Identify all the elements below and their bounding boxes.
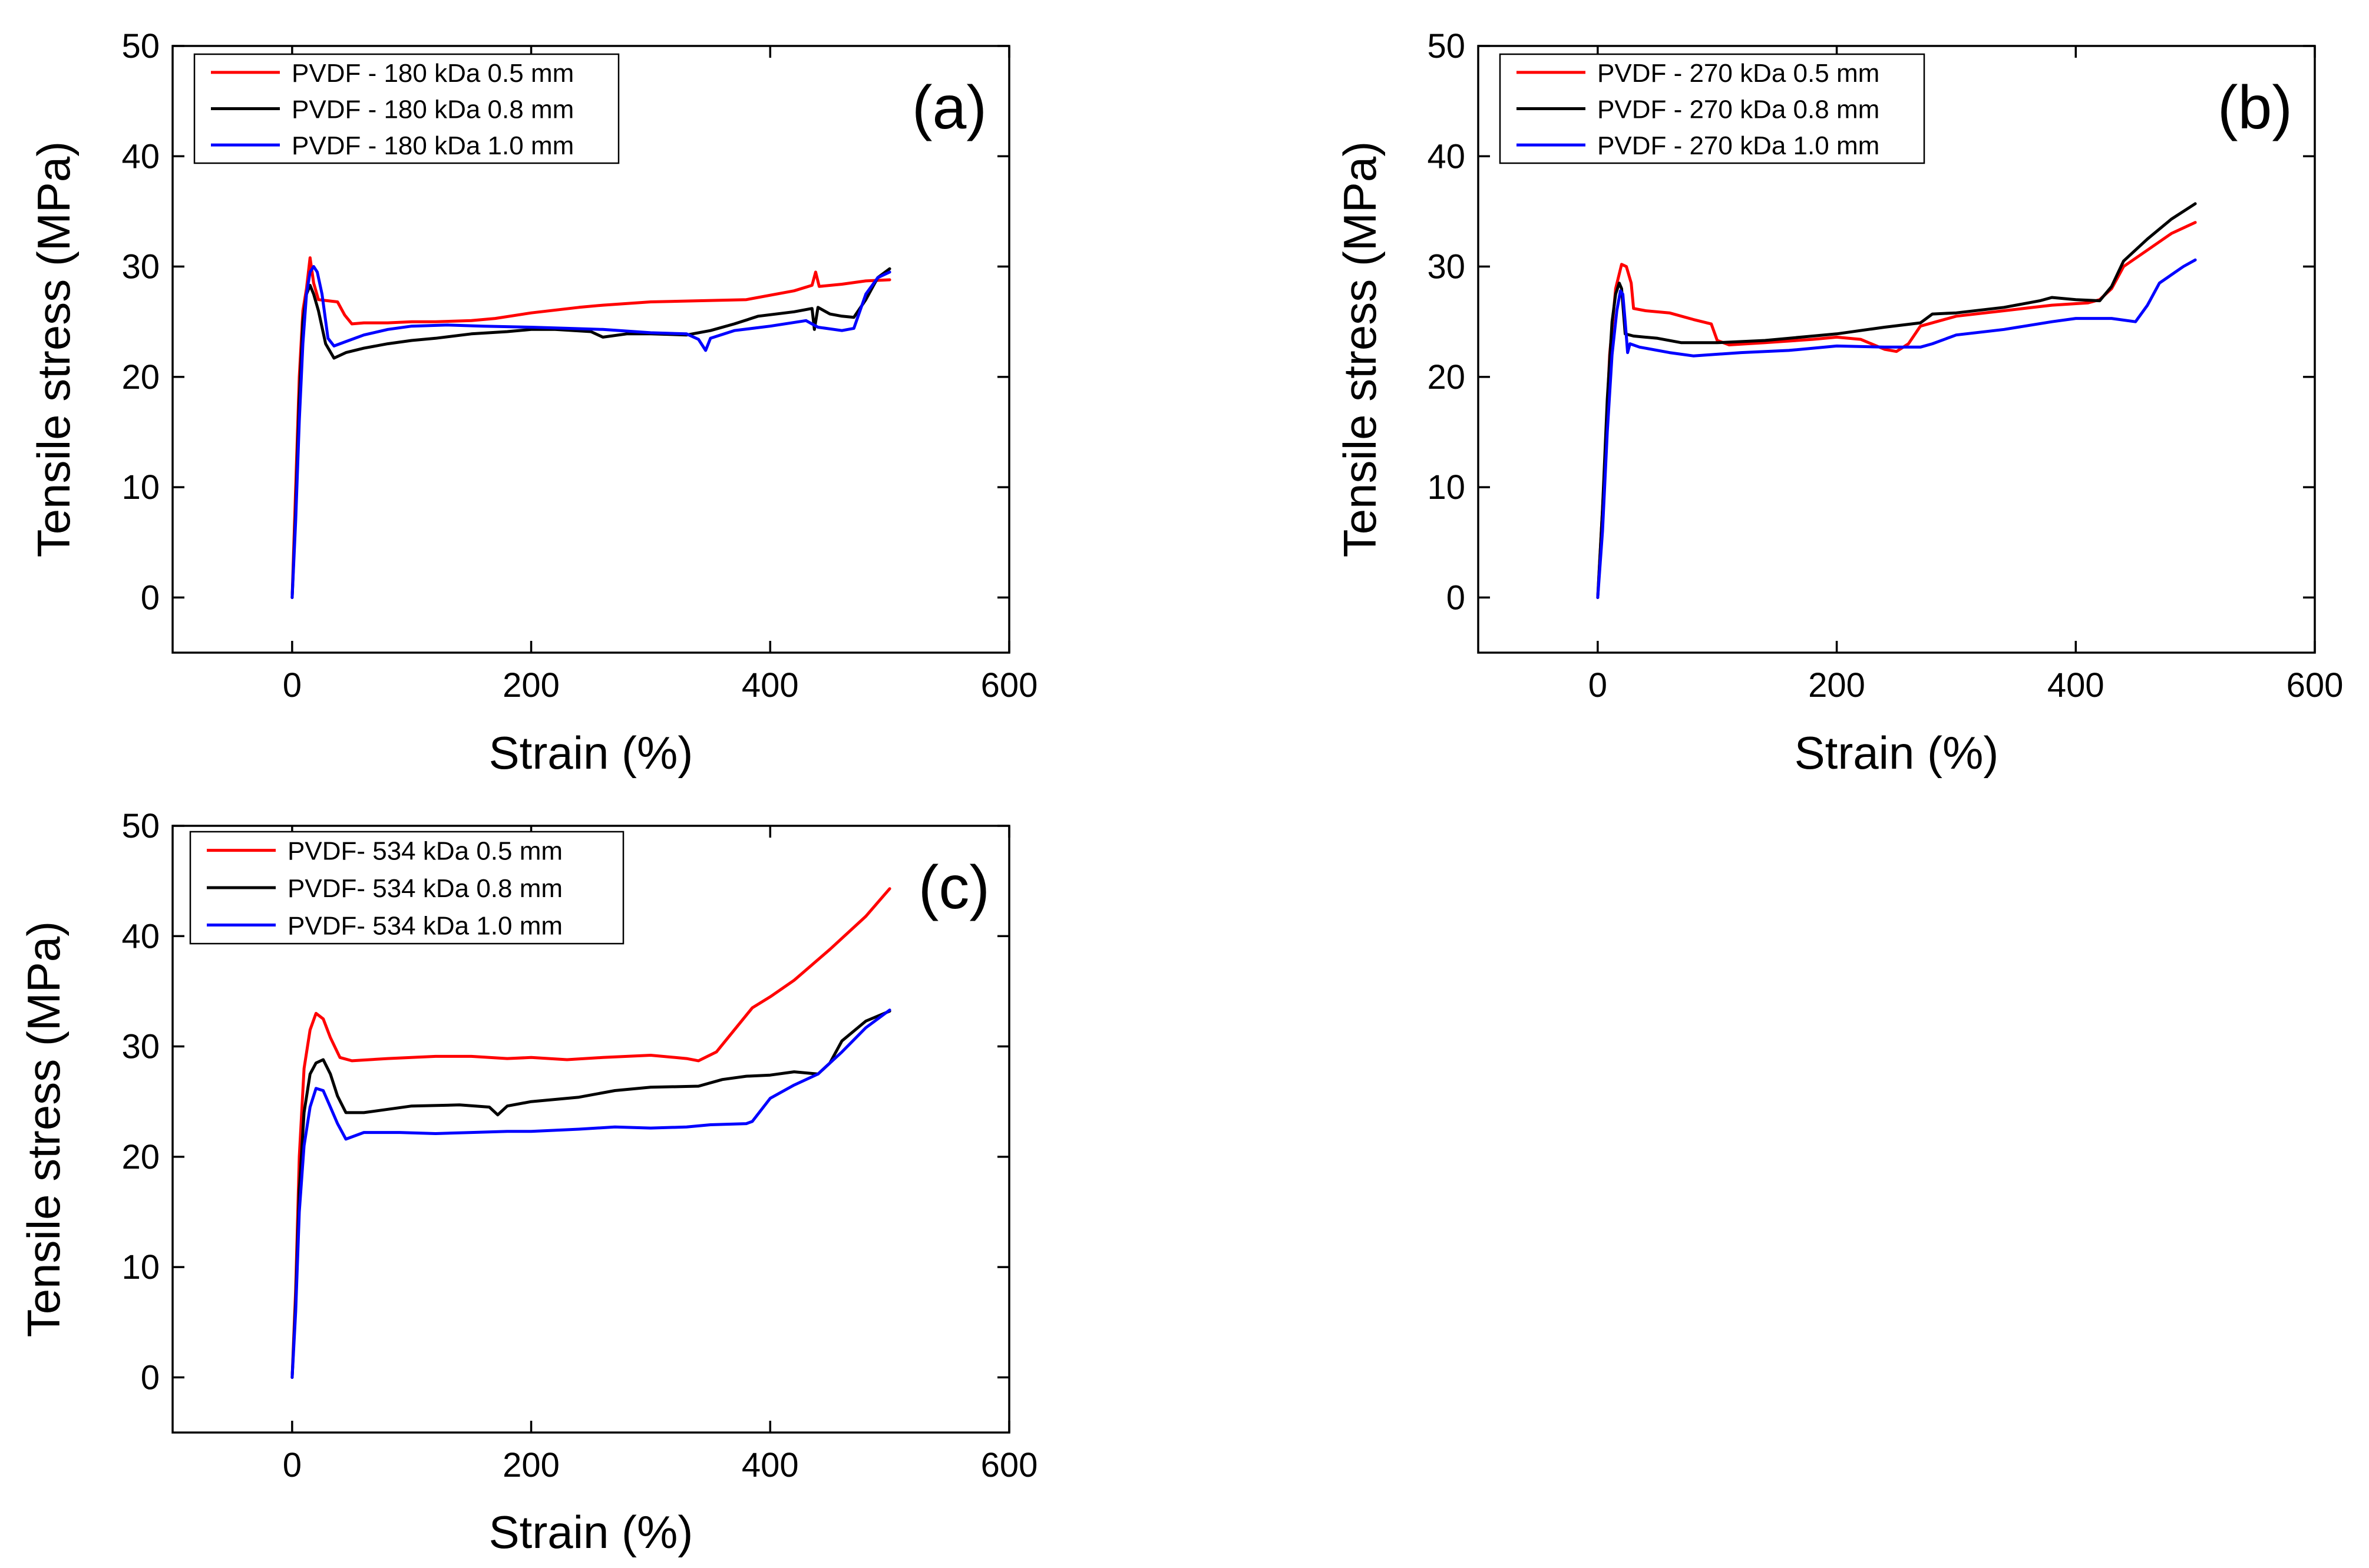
- panel-a-series-layer: [290, 256, 891, 599]
- panel-a-series-2-line: [290, 267, 891, 599]
- panel-c: 0 200 400 600 0 10 20 30 40 50 PVDF- 534 kDa 0.5 …: [18, 807, 1038, 1558]
- panel-b-x-tick-label: 600: [2287, 666, 2344, 704]
- panel-b-x-tick-label: 0: [1588, 666, 1607, 704]
- panel-b-y-tick-label: 30: [1427, 248, 1465, 286]
- panel-c-y-tick-label: 40: [121, 917, 160, 955]
- panel-a-legend-label-3: PVDF - 180 kDa 1.0 mm: [292, 131, 574, 160]
- panel-a-y-tick-label: 10: [121, 468, 160, 507]
- panel-a-ticks-layer: 0 200 400 600 0 10 20 30 40 50: [121, 27, 1038, 704]
- panel-a-x-axis-title: Strain (%): [489, 727, 693, 779]
- panel-a: 0 200 400 600 0 10 20 30 40 50 PVDF - 180 kDa 0.5…: [28, 27, 1038, 779]
- panel-a-x-tick-label: 200: [503, 666, 560, 704]
- panel-c-x-tick-label: 200: [503, 1446, 560, 1484]
- panel-b-x-tick-label: 400: [2047, 666, 2104, 704]
- panel-b-y-tick-label: 40: [1427, 137, 1465, 176]
- panel-a-legend-label-1: PVDF - 180 kDa 0.5 mm: [292, 59, 574, 88]
- panel-c-plot-frame: [171, 825, 1010, 1434]
- panel-a-y-tick-label: 0: [141, 578, 160, 617]
- panel-b-legend-label-2: PVDF - 270 kDa 0.8 mm: [1597, 95, 1879, 124]
- panel-a-series-3-line: [290, 265, 891, 599]
- panel-c-y-axis-title: Tensile stress (MPa): [18, 921, 70, 1338]
- panel-b-plot-frame: [1477, 45, 2316, 654]
- panel-a-label: (a): [912, 74, 987, 142]
- panel-c-ticks-layer: 0 200 400 600 0 10 20 30 40 50: [121, 807, 1038, 1484]
- panel-b-ticks-layer: 0 200 400 600 0 10 20 30 40 50: [1427, 27, 2343, 704]
- panel-b-legend-label-3: PVDF - 270 kDa 1.0 mm: [1597, 131, 1879, 160]
- panel-a-x-tick-label: 400: [742, 666, 799, 704]
- panel-c-x-tick-label: 600: [981, 1446, 1038, 1484]
- panel-c-series-1-line: [290, 887, 891, 1379]
- panel-b-series-layer: [1596, 202, 2197, 599]
- panel-b-x-tick-label: 200: [1808, 666, 1865, 704]
- panel-a-y-tick-label: 30: [121, 248, 160, 286]
- panel-c-x-tick-label: 400: [742, 1446, 799, 1484]
- panel-a-y-tick-label: 40: [121, 137, 160, 176]
- panel-a-y-tick-label: 20: [121, 358, 160, 396]
- panel-b-label: (b): [2218, 74, 2292, 142]
- panel-c-series-layer: [290, 887, 891, 1379]
- panel-c-y-tick-label: 20: [121, 1138, 160, 1176]
- panel-c-series-3-line: [290, 1008, 891, 1379]
- panel-b-legend: PVDF - 270 kDa 0.5 mm PVDF - 270 kDa 0.8 …: [1499, 53, 1925, 164]
- panel-b-series-2-line: [1596, 202, 2197, 599]
- panel-c-label: (c): [918, 854, 990, 922]
- panel-a-x-tick-label: 0: [283, 666, 302, 704]
- panel-b-series-1-line: [1596, 221, 2197, 599]
- panel-c-y-tick-label: 0: [141, 1358, 160, 1397]
- panel-a-legend: PVDF - 180 kDa 0.5 mm PVDF - 180 kDa 0.8 …: [193, 53, 620, 164]
- panel-a-y-axis-title: Tensile stress (MPa): [28, 141, 80, 558]
- panel-a-plot-frame: [171, 45, 1010, 654]
- panel-b-y-tick-label: 20: [1427, 358, 1465, 396]
- panel-c-legend-label-3: PVDF- 534 kDa 1.0 mm: [288, 911, 563, 940]
- panel-c-legend-label-2: PVDF- 534 kDa 0.8 mm: [288, 874, 563, 903]
- panel-a-series-1-line: [290, 256, 891, 599]
- panel-b-legend-label-1: PVDF - 270 kDa 0.5 mm: [1597, 59, 1879, 88]
- panel-c-y-tick-label: 10: [121, 1248, 160, 1286]
- panel-c-x-axis-title: Strain (%): [489, 1506, 693, 1558]
- panel-a-legend-label-2: PVDF - 180 kDa 0.8 mm: [292, 95, 574, 124]
- panel-b-y-axis-title: Tensile stress (MPa): [1334, 141, 1386, 558]
- panel-b-y-tick-label: 0: [1446, 578, 1465, 617]
- panel-c-y-tick-label: 30: [121, 1028, 160, 1066]
- panel-a-y-tick-label: 50: [121, 27, 160, 65]
- panel-c-x-tick-label: 0: [283, 1446, 302, 1484]
- panel-c-legend: PVDF- 534 kDa 0.5 mm PVDF- 534 kDa 0.8 mm…: [189, 831, 625, 945]
- panel-c-series-2-line: [290, 1010, 891, 1379]
- panel-b-y-tick-label: 10: [1427, 468, 1465, 507]
- panel-c-y-tick-label: 50: [121, 807, 160, 845]
- panel-b-x-axis-title: Strain (%): [1795, 727, 1999, 779]
- panel-c-legend-label-1: PVDF- 534 kDa 0.5 mm: [288, 837, 563, 866]
- panel-b: 0 200 400 600 0 10 20 30 40 50 PVDF - 270 kDa 0.5…: [1334, 27, 2343, 779]
- panel-b-series-3-line: [1596, 258, 2197, 599]
- panel-a-x-tick-label: 600: [981, 666, 1038, 704]
- panel-b-y-tick-label: 50: [1427, 27, 1465, 65]
